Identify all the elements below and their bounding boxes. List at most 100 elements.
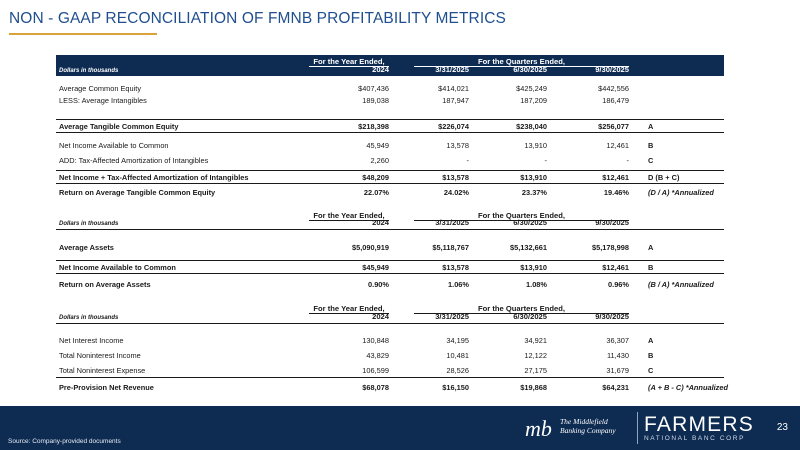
row-note: A <box>648 336 654 345</box>
col-header: 3/31/2025 <box>435 218 469 227</box>
cell: $12,461 <box>602 173 629 182</box>
cell: 27,175 <box>524 366 547 375</box>
table-row: LESS: Average Intangibles 189,038 187,94… <box>56 95 724 107</box>
cell: $414,021 <box>438 84 469 93</box>
cell: $5,132,661 <box>510 243 547 252</box>
cell: 1.08% <box>526 280 547 289</box>
col-header: 3/31/2025 <box>435 312 469 321</box>
row-note: B <box>648 263 654 272</box>
cell: 12,122 <box>524 351 547 360</box>
svg-text:mb: mb <box>525 416 552 441</box>
table-row: Net Interest Income 130,848 34,195 34,92… <box>56 335 724 347</box>
row-note: A <box>648 122 654 131</box>
row-label: Total Noninterest Expense <box>59 366 146 375</box>
cell: 10,481 <box>446 351 469 360</box>
row-label: Net Income + Tax-Affected Amortization o… <box>59 173 249 182</box>
row-label: Return on Average Assets <box>59 280 151 289</box>
cell: 106,599 <box>362 366 389 375</box>
units-label: Dollars in thousands <box>59 221 119 227</box>
table-row: Net Income Available to Common 45,949 13… <box>56 140 724 152</box>
cell: $13,910 <box>520 263 547 272</box>
table-row: Total Noninterest Expense 106,599 28,526… <box>56 365 724 378</box>
table-row: Net Income Available to Common $45,949 $… <box>56 260 724 274</box>
table-row: Pre-Provision Net Revenue $68,078 $16,15… <box>56 382 728 394</box>
middlefield-line1: The Middlefield <box>560 417 608 426</box>
table-header: For the Year Ended, For the Quarters End… <box>56 55 724 76</box>
row-note: B <box>648 141 654 150</box>
row-note: D (B + C) <box>648 173 680 182</box>
row-label: Average Common Equity <box>59 84 142 93</box>
col-header: 9/30/2025 <box>595 65 629 74</box>
row-label: Return on Average Tangible Common Equity <box>59 188 216 197</box>
cell: 22.07% <box>363 188 389 197</box>
row-label: Total Noninterest Income <box>59 351 141 360</box>
row-note: (D / A) *Annualized <box>648 188 714 197</box>
cell: 34,195 <box>446 336 469 345</box>
cell: 0.96% <box>608 280 629 289</box>
table-row: Average Tangible Common Equity $218,398 … <box>56 119 724 133</box>
col-header: 2024 <box>372 65 389 74</box>
cell: $12,461 <box>602 263 629 272</box>
source-note: Source: Company-provided documents <box>8 438 121 445</box>
cell: - <box>544 156 547 165</box>
cell: $64,231 <box>602 383 629 392</box>
row-note: (A + B - C) *Annualized <box>648 383 728 392</box>
col-header: 3/31/2025 <box>435 65 469 74</box>
row-label: Pre-Provision Net Revenue <box>59 383 154 392</box>
cell: 31,679 <box>606 366 629 375</box>
cell: 28,526 <box>446 366 469 375</box>
cell: $16,150 <box>442 383 469 392</box>
table-row: Return on Average Assets 0.90% 1.06% 1.0… <box>56 279 724 291</box>
col-header: 2024 <box>372 218 389 227</box>
row-label: ADD: Tax-Affected Amortization of Intang… <box>59 156 209 165</box>
cell: $45,949 <box>362 263 389 272</box>
cell: 13,910 <box>524 141 547 150</box>
cell: $5,118,767 <box>432 243 469 252</box>
year-group-label: For the Year Ended, <box>309 304 389 314</box>
cell: $13,578 <box>442 263 469 272</box>
cell: $19,868 <box>520 383 547 392</box>
cell: $218,398 <box>358 122 389 131</box>
farmers-subtitle: NATIONAL BANC CORP <box>644 435 746 442</box>
cell: $68,078 <box>362 383 389 392</box>
cell: 186,479 <box>602 96 629 105</box>
cell: $256,077 <box>598 122 629 131</box>
quarter-group-label: For the Quarters Ended, <box>414 211 629 221</box>
cell: $5,090,919 <box>352 243 389 252</box>
cell: 45,949 <box>366 141 389 150</box>
cell: $442,556 <box>598 84 629 93</box>
row-label: Average Assets <box>59 243 114 252</box>
col-header: 9/30/2025 <box>595 218 629 227</box>
cell: $407,436 <box>358 84 389 93</box>
row-label: Net Income Available to Common <box>59 141 169 150</box>
cell: 187,209 <box>520 96 547 105</box>
col-header: 2024 <box>372 312 389 321</box>
mb-logo-icon: mb <box>525 416 552 441</box>
footer-bar: Source: Company-provided documents mb Th… <box>0 406 800 450</box>
cell: 130,848 <box>362 336 389 345</box>
cell: 24.02% <box>443 188 469 197</box>
table-header: For the Year Ended, For the Quarters End… <box>56 209 724 230</box>
table-row: Net Income + Tax-Affected Amortization o… <box>56 170 724 184</box>
table-row: Return on Average Tangible Common Equity… <box>56 187 724 199</box>
cell: $238,040 <box>516 122 547 131</box>
cell: 23.37% <box>521 188 547 197</box>
cell: 43,829 <box>366 351 389 360</box>
row-label: LESS: Average Intangibles <box>59 96 147 105</box>
col-header: 9/30/2025 <box>595 312 629 321</box>
cell: 2,260 <box>370 156 390 165</box>
quarter-group-label: For the Quarters Ended, <box>414 304 629 314</box>
middlefield-line2: Banking Company <box>560 426 616 435</box>
row-note: A <box>648 243 654 252</box>
cell: 187,947 <box>442 96 469 105</box>
page-number: 23 <box>776 422 788 433</box>
cell: 12,461 <box>606 141 629 150</box>
cell: $48,209 <box>362 173 389 182</box>
row-note: B <box>648 351 654 360</box>
cell: 189,038 <box>362 96 389 105</box>
year-group-label: For the Year Ended, <box>309 211 389 221</box>
row-label: Average Tangible Common Equity <box>59 122 179 131</box>
col-header: 6/30/2025 <box>513 218 547 227</box>
table-row: ADD: Tax-Affected Amortization of Intang… <box>56 155 724 167</box>
year-group-label: For the Year Ended, <box>309 57 389 67</box>
